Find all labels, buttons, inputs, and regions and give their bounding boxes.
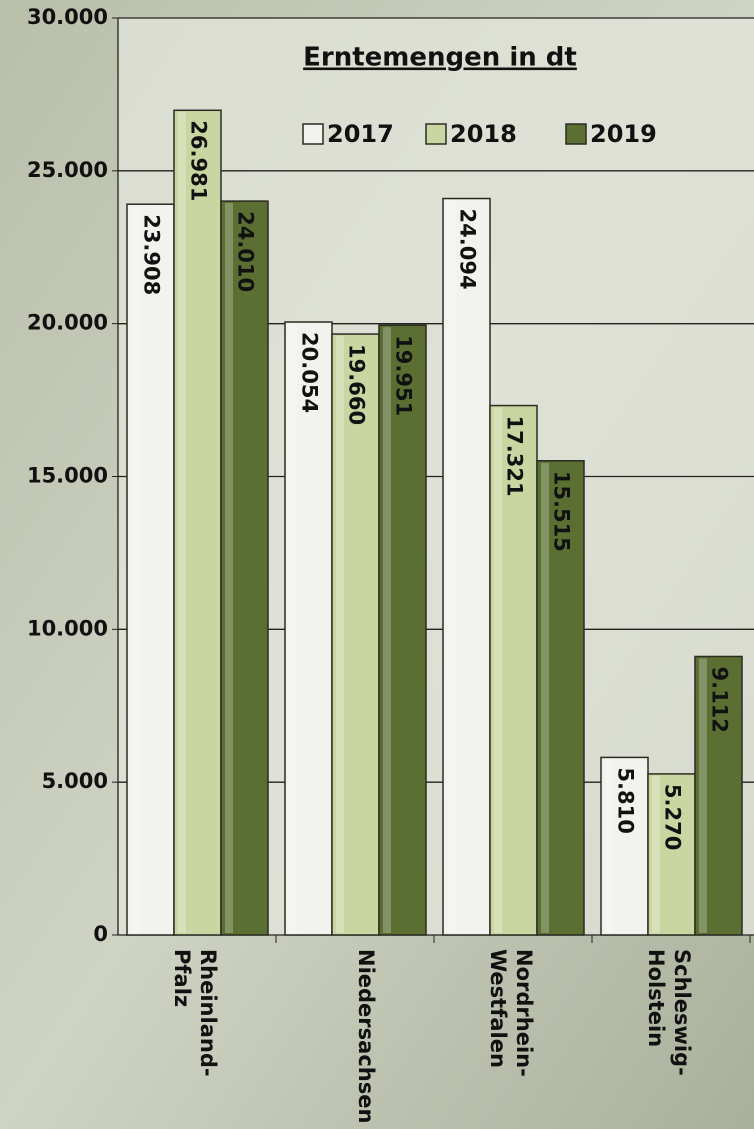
bar-highlight — [225, 203, 233, 933]
bar — [536, 460, 585, 936]
bar — [378, 324, 427, 936]
bar — [694, 655, 743, 936]
data-label: 5.810 — [614, 767, 638, 833]
data-label: 19.660 — [345, 344, 369, 425]
legend-label: 2018 — [450, 120, 517, 148]
bar — [600, 756, 649, 936]
y-tick-label: 25.000 — [27, 158, 108, 182]
bar — [284, 321, 333, 936]
data-label: 5.270 — [661, 784, 685, 850]
bar — [442, 197, 491, 936]
x-tick-label: Nordrhein-Westfalen — [486, 949, 536, 1077]
data-label: 24.094 — [456, 209, 480, 290]
x-tick-label: Rheinland-Pfalz — [170, 949, 220, 1077]
legend-label: 2017 — [327, 120, 394, 148]
data-label: 9.112 — [708, 666, 732, 732]
legend-swatch — [425, 123, 447, 145]
legend-label: 2019 — [590, 120, 657, 148]
bar — [126, 203, 175, 936]
data-label: 20.054 — [298, 332, 322, 413]
y-tick-label: 0 — [93, 922, 108, 946]
bar-highlight — [494, 407, 502, 933]
bar-highlight — [131, 206, 139, 933]
y-tick-label: 15.000 — [27, 464, 108, 488]
bar-highlight — [178, 112, 186, 934]
y-tick-label: 5.000 — [42, 769, 108, 793]
bar-highlight — [699, 658, 707, 933]
bar — [173, 109, 222, 936]
x-tick-label: Niedersachsen — [354, 949, 378, 1123]
y-tick-label: 30.000 — [27, 5, 108, 29]
chart-title: Erntemengen in dt — [303, 43, 577, 73]
data-label: 26.981 — [187, 120, 211, 201]
x-tick-label: Schleswig-Holstein — [644, 949, 694, 1076]
bar-highlight — [383, 327, 391, 933]
data-label: 19.951 — [392, 335, 416, 416]
y-tick-label: 20.000 — [27, 311, 108, 335]
legend-swatch — [302, 123, 324, 145]
data-label: 17.321 — [503, 416, 527, 497]
bar-highlight — [541, 462, 549, 933]
bar — [220, 200, 269, 936]
data-label: 15.515 — [550, 471, 574, 552]
bar-highlight — [289, 324, 297, 933]
y-tick-label: 10.000 — [27, 616, 108, 640]
bar-highlight — [652, 775, 660, 933]
legend-swatch — [565, 123, 587, 145]
bar-highlight — [336, 336, 344, 933]
data-label: 23.908 — [140, 214, 164, 295]
bar-highlight — [605, 759, 613, 933]
bar-highlight — [447, 200, 455, 933]
data-label: 24.010 — [234, 211, 258, 292]
